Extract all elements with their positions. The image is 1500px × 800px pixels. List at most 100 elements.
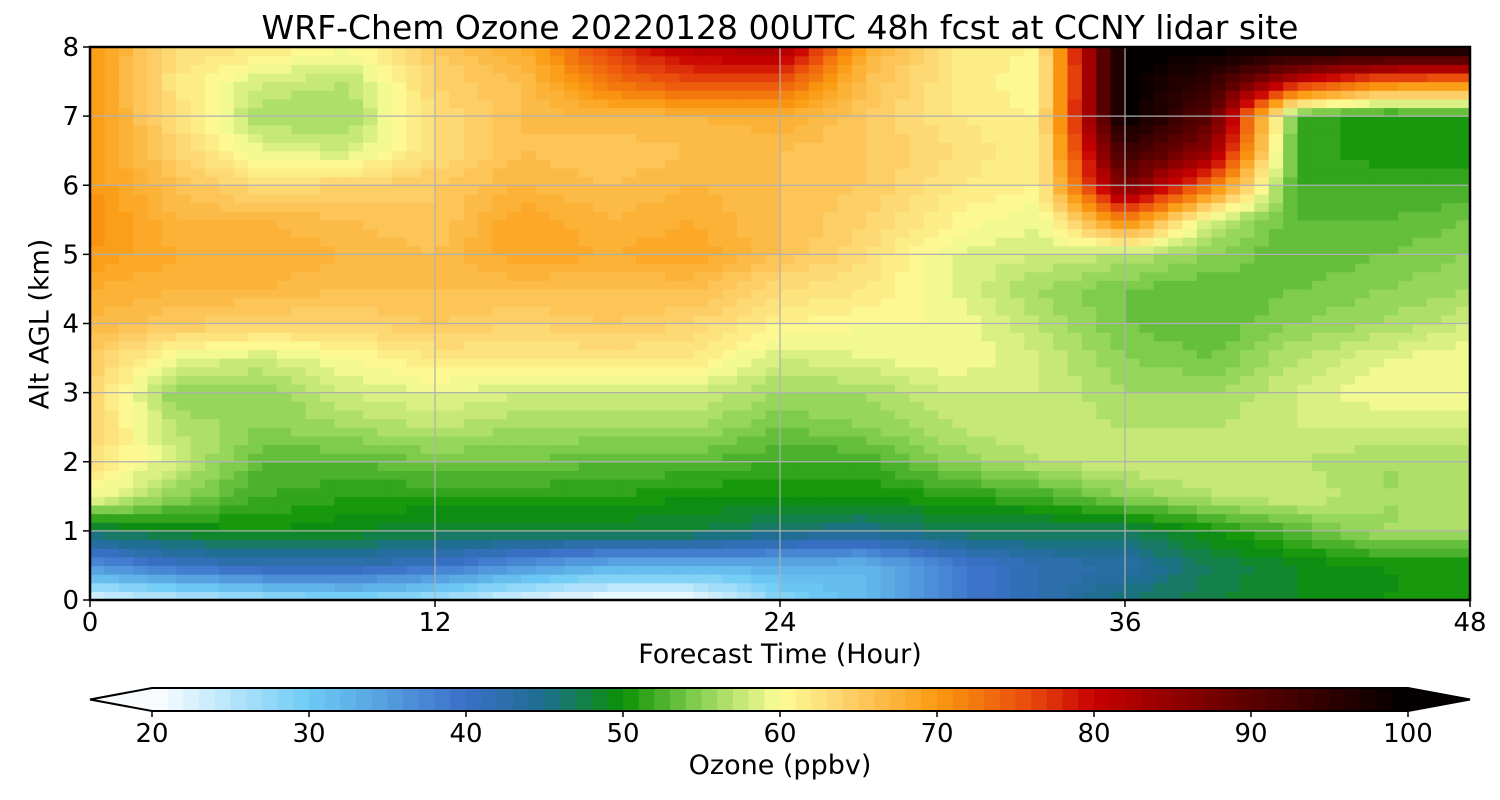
heatmap-cell bbox=[880, 159, 896, 169]
heatmap-cell bbox=[823, 487, 839, 497]
heatmap-cell bbox=[823, 418, 839, 428]
heatmap-cell bbox=[1398, 487, 1414, 497]
heatmap-cell bbox=[535, 522, 551, 532]
heatmap-cell bbox=[837, 418, 853, 428]
heatmap-cell bbox=[176, 297, 192, 307]
heatmap-cell bbox=[679, 245, 695, 255]
heatmap-cell bbox=[506, 297, 522, 307]
heatmap-cell bbox=[550, 401, 565, 411]
heatmap-cell bbox=[1153, 539, 1169, 549]
heatmap-cell bbox=[320, 271, 335, 281]
heatmap-cell bbox=[147, 556, 163, 567]
heatmap-cell bbox=[334, 574, 350, 584]
heatmap-cell bbox=[161, 427, 177, 437]
heatmap-cell bbox=[391, 314, 407, 325]
heatmap-cell bbox=[1441, 159, 1457, 169]
heatmap-cell bbox=[420, 591, 436, 600]
heatmap-cell bbox=[1455, 323, 1470, 333]
heatmap-cell bbox=[794, 522, 810, 532]
heatmap-cell bbox=[377, 297, 393, 307]
heatmap-cell bbox=[1254, 306, 1270, 316]
heatmap-cell bbox=[1283, 323, 1299, 333]
heatmap-cell bbox=[1110, 418, 1126, 428]
heatmap-cell bbox=[104, 513, 120, 523]
heatmap-cell bbox=[1182, 323, 1198, 333]
heatmap-cell bbox=[981, 271, 997, 281]
heatmap-cell bbox=[593, 582, 609, 592]
heatmap-cell bbox=[1383, 461, 1399, 471]
heatmap-cell bbox=[1024, 245, 1040, 255]
heatmap-cell bbox=[650, 245, 666, 255]
heatmap-cell bbox=[765, 219, 781, 230]
heatmap-cell bbox=[794, 418, 810, 428]
heatmap-cell bbox=[1168, 332, 1184, 342]
heatmap-cell bbox=[521, 150, 537, 160]
heatmap-cell bbox=[391, 453, 407, 463]
heatmap-cell bbox=[1441, 297, 1457, 307]
heatmap-cell bbox=[147, 142, 163, 152]
heatmap-cell bbox=[1254, 453, 1270, 463]
heatmap-cell bbox=[1240, 297, 1255, 307]
heatmap-cell bbox=[1268, 504, 1284, 515]
heatmap-cell bbox=[1153, 193, 1169, 204]
heatmap-cell bbox=[665, 556, 680, 567]
heatmap-cell bbox=[1110, 383, 1126, 394]
heatmap-cell bbox=[938, 245, 954, 255]
heatmap-cell bbox=[1441, 453, 1457, 463]
heatmap-cell bbox=[320, 193, 335, 204]
heatmap-cell bbox=[1297, 565, 1313, 575]
heatmap-cell bbox=[1297, 504, 1313, 515]
heatmap-cell bbox=[1311, 453, 1327, 463]
heatmap-cell bbox=[276, 219, 292, 230]
heatmap-cell bbox=[320, 211, 335, 221]
heatmap-cell bbox=[1038, 427, 1054, 437]
heatmap-cell bbox=[909, 375, 925, 385]
heatmap-cell bbox=[780, 375, 795, 385]
heatmap-cell bbox=[650, 582, 666, 592]
heatmap-cell bbox=[1398, 228, 1414, 238]
heatmap-cell bbox=[1168, 297, 1184, 307]
heatmap-cell bbox=[780, 332, 795, 342]
heatmap-cell bbox=[492, 582, 508, 592]
heatmap-cell bbox=[1326, 427, 1342, 437]
heatmap-cell bbox=[391, 219, 407, 230]
heatmap-cell bbox=[823, 288, 839, 299]
heatmap-cell bbox=[1096, 591, 1112, 600]
heatmap-cell bbox=[1268, 280, 1284, 290]
heatmap-cell bbox=[1383, 496, 1399, 506]
heatmap-cell bbox=[593, 479, 609, 489]
heatmap-cell bbox=[535, 409, 551, 420]
heatmap-cell bbox=[90, 392, 105, 402]
heatmap-cell bbox=[1398, 556, 1414, 567]
heatmap-cell bbox=[1441, 288, 1457, 299]
heatmap-cell bbox=[895, 306, 910, 316]
heatmap-cell bbox=[320, 358, 335, 368]
heatmap-cell bbox=[406, 306, 422, 316]
heatmap-cell bbox=[1455, 591, 1470, 600]
heatmap-cell bbox=[363, 522, 379, 532]
heatmap-cell bbox=[693, 219, 709, 230]
heatmap-cell bbox=[880, 280, 896, 290]
heatmap-cell bbox=[593, 202, 609, 212]
heatmap-cell bbox=[679, 435, 695, 446]
heatmap-cell bbox=[176, 418, 192, 428]
heatmap-cell bbox=[1053, 349, 1069, 359]
heatmap-cell bbox=[1383, 219, 1399, 230]
heatmap-cell bbox=[1398, 202, 1414, 212]
heatmap-cell bbox=[736, 383, 752, 394]
heatmap-cell bbox=[607, 453, 623, 463]
heatmap-cell bbox=[780, 219, 795, 230]
heatmap-cell bbox=[1283, 219, 1299, 230]
heatmap-cell bbox=[1412, 314, 1428, 325]
heatmap-cell bbox=[492, 574, 508, 584]
heatmap-cell bbox=[765, 211, 781, 221]
heatmap-cell bbox=[161, 556, 177, 567]
heatmap-cell bbox=[550, 539, 565, 549]
heatmap-cell bbox=[1268, 453, 1284, 463]
heatmap-cell bbox=[780, 176, 795, 186]
heatmap-cell bbox=[665, 427, 680, 437]
heatmap-cell bbox=[866, 574, 882, 584]
heatmap-cell bbox=[564, 591, 580, 600]
heatmap-cell bbox=[1211, 159, 1227, 169]
heatmap-cell bbox=[233, 487, 249, 497]
